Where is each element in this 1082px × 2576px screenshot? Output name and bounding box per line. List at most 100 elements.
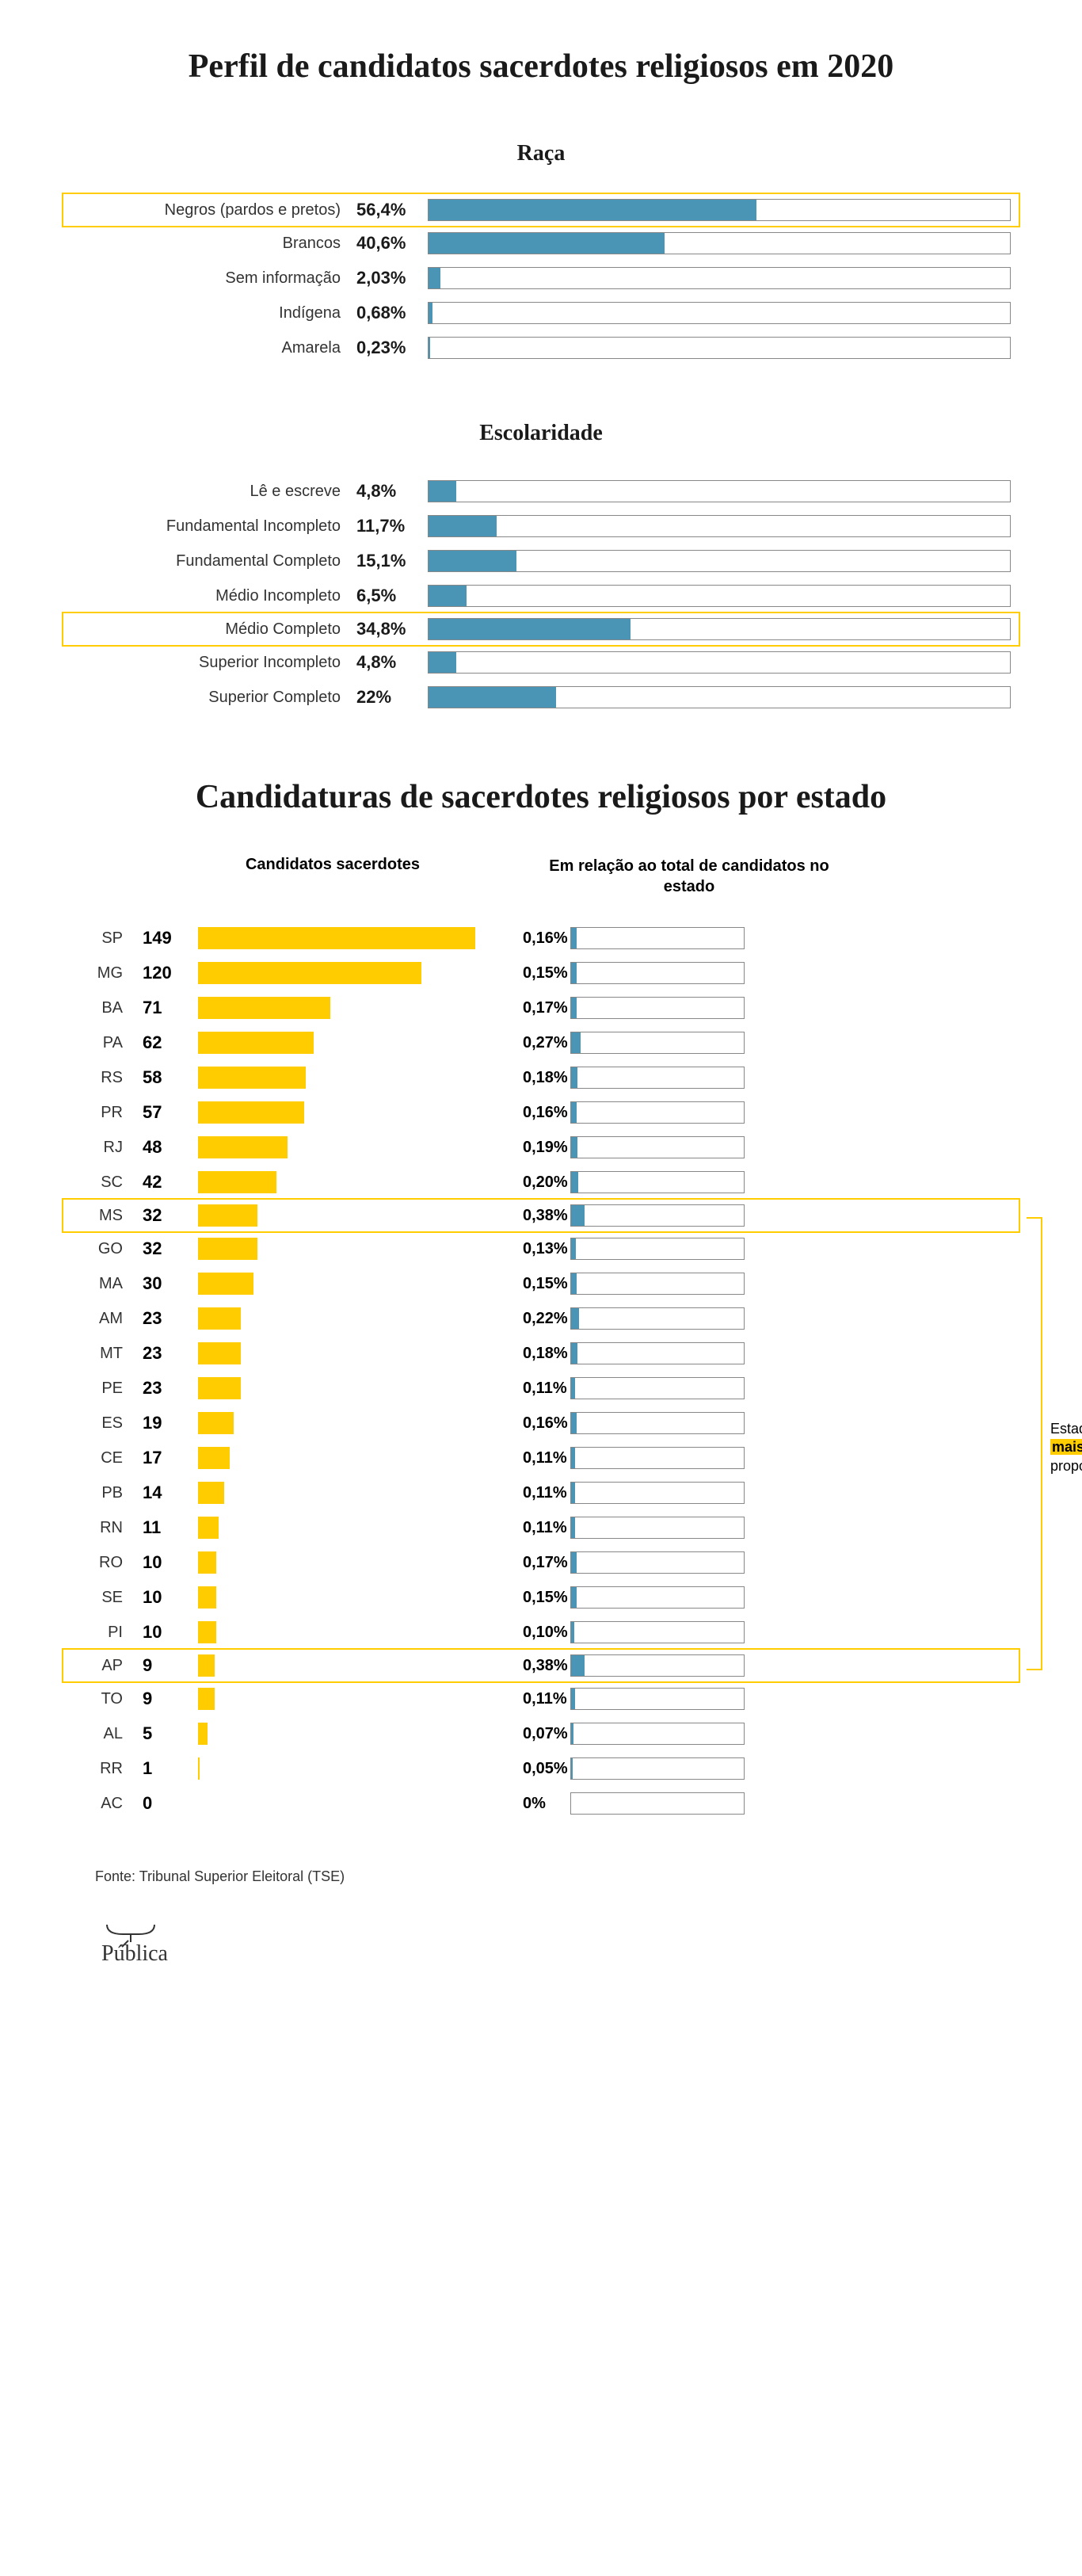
state-count: 0 [143, 1793, 198, 1814]
count-bar-fill [198, 1136, 288, 1158]
state-row: AL50,07% [63, 1716, 1019, 1751]
bar-row: Lê e escreve4,8% [63, 474, 1019, 509]
count-bar-fill [198, 1342, 241, 1364]
state-row: RO100,17% [63, 1545, 1019, 1580]
states-header-right: Em relação ao total de candidatos no est… [523, 856, 855, 897]
bar-fill [429, 551, 516, 571]
bar-value: 0,68% [356, 303, 428, 323]
state-row: MA300,15% [63, 1266, 1019, 1301]
bar-track [428, 480, 1011, 502]
pct-bar-fill [571, 1067, 577, 1088]
pct-bar-track [570, 962, 745, 984]
bar-label: Amarela [63, 339, 356, 357]
pct-bar-fill [571, 1308, 579, 1329]
pct-bar-fill [571, 928, 577, 948]
state-count: 58 [143, 1067, 198, 1088]
bar-value: 15,1% [356, 551, 428, 571]
state-pct: 0,15% [475, 964, 570, 983]
pct-bar-fill [571, 1517, 575, 1538]
count-bar-track [198, 1377, 475, 1399]
pct-bar-fill [571, 1552, 577, 1573]
state-code: RJ [63, 1139, 143, 1157]
state-count: 62 [143, 1032, 198, 1053]
state-code: PB [63, 1484, 143, 1502]
state-count: 9 [143, 1655, 198, 1676]
pct-bar-track [570, 1307, 745, 1330]
count-bar-fill [198, 962, 421, 984]
state-count: 19 [143, 1413, 198, 1433]
count-bar-fill [198, 1273, 253, 1295]
state-count: 30 [143, 1273, 198, 1294]
pct-bar-track [570, 1517, 745, 1539]
bar-value: 40,6% [356, 233, 428, 254]
count-bar-fill [198, 1482, 224, 1504]
pct-bar-track [570, 1342, 745, 1364]
education-chart: Escolaridade Lê e escreve4,8% Fundamental… [63, 421, 1019, 715]
state-count: 9 [143, 1689, 198, 1709]
pct-bar-fill [571, 1032, 581, 1053]
state-row: RS580,18% [63, 1060, 1019, 1095]
count-bar-track [198, 1204, 475, 1227]
bar-row: Superior Completo22% [63, 680, 1019, 715]
state-count: 1 [143, 1758, 198, 1779]
bar-label: Negros (pardos e pretos) [63, 201, 356, 219]
pct-bar-fill [571, 1758, 573, 1779]
count-bar-fill [198, 1586, 216, 1609]
logo: Pública [95, 1917, 1019, 1976]
bar-track [428, 686, 1011, 708]
pct-bar-track [570, 1586, 745, 1609]
state-row: PE230,11% [63, 1371, 1019, 1406]
count-bar-track [198, 1482, 475, 1504]
count-bar-fill [198, 1757, 200, 1780]
state-count: 71 [143, 998, 198, 1018]
count-bar-track [198, 962, 475, 984]
bar-track [428, 199, 1011, 221]
state-count: 23 [143, 1308, 198, 1329]
state-row: BA710,17% [63, 990, 1019, 1025]
state-pct: 0,11% [475, 1519, 570, 1537]
bar-label: Fundamental Completo [63, 552, 356, 571]
count-bar-track [198, 1412, 475, 1434]
annotation-bracket [1027, 1217, 1042, 1670]
pct-bar-fill [571, 1273, 577, 1294]
state-code: PE [63, 1380, 143, 1398]
pct-bar-fill [571, 1102, 577, 1123]
state-pct: 0,38% [475, 1207, 570, 1225]
state-row: MS320,38% [62, 1198, 1020, 1233]
state-pct: 0,13% [475, 1240, 570, 1258]
state-count: 17 [143, 1448, 198, 1468]
state-count: 14 [143, 1483, 198, 1503]
count-bar-fill [198, 1101, 304, 1124]
bar-value: 0,23% [356, 338, 428, 358]
count-bar-track [198, 1792, 475, 1815]
bar-value: 4,8% [356, 652, 428, 673]
count-bar-fill [198, 1412, 234, 1434]
state-count: 10 [143, 1552, 198, 1573]
pct-bar-track [570, 997, 745, 1019]
state-code: RO [63, 1554, 143, 1572]
state-code: AL [63, 1725, 143, 1743]
education-title: Escolaridade [63, 421, 1019, 446]
state-code: TO [63, 1690, 143, 1708]
state-count: 5 [143, 1723, 198, 1744]
bar-track [428, 232, 1011, 254]
bar-label: Médio Completo [63, 620, 356, 639]
state-count: 57 [143, 1102, 198, 1123]
state-code: AP [63, 1657, 143, 1675]
state-code: AC [63, 1795, 143, 1813]
count-bar-track [198, 1688, 475, 1710]
bar-value: 56,4% [356, 200, 428, 220]
state-code: BA [63, 999, 143, 1017]
pct-bar-fill [571, 1622, 574, 1643]
annotation-highlight: mais sacerdotes [1050, 1439, 1082, 1455]
count-bar-fill [198, 1517, 219, 1539]
state-pct: 0,19% [475, 1139, 570, 1157]
state-count: 32 [143, 1238, 198, 1259]
bar-row: Brancos40,6% [63, 226, 1019, 261]
state-pct: 0,15% [475, 1589, 570, 1607]
bar-label: Fundamental Incompleto [63, 517, 356, 536]
bar-track [428, 651, 1011, 674]
count-bar-fill [198, 1307, 241, 1330]
state-pct: 0,11% [475, 1690, 570, 1708]
pct-bar-fill [571, 1172, 578, 1193]
